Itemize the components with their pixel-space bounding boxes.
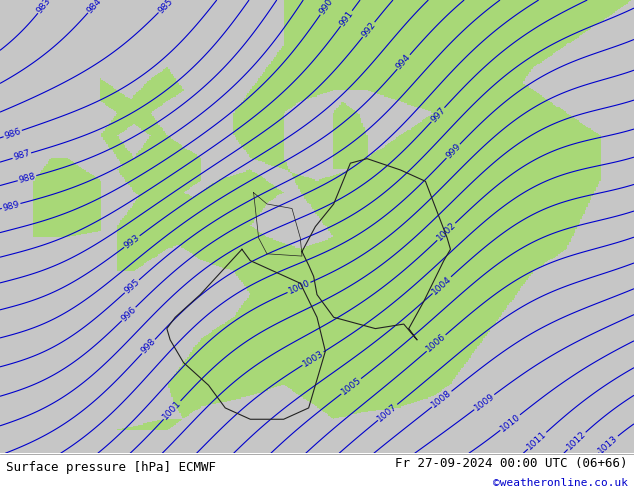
- Text: 1011: 1011: [526, 430, 548, 452]
- Text: 998: 998: [139, 337, 158, 356]
- Text: ©weatheronline.co.uk: ©weatheronline.co.uk: [493, 478, 628, 489]
- Text: 1009: 1009: [472, 392, 496, 413]
- Text: 995: 995: [122, 277, 141, 295]
- Text: 1005: 1005: [339, 376, 363, 397]
- Text: 983: 983: [35, 0, 53, 15]
- Text: 989: 989: [2, 199, 21, 213]
- Text: 1008: 1008: [430, 389, 453, 410]
- Text: 1006: 1006: [425, 332, 448, 354]
- Text: 1000: 1000: [287, 279, 311, 296]
- Text: 1010: 1010: [498, 412, 522, 433]
- Text: Surface pressure [hPa] ECMWF: Surface pressure [hPa] ECMWF: [6, 461, 216, 474]
- Text: 987: 987: [12, 149, 31, 162]
- Text: Fr 27-09-2024 00:00 UTC (06+66): Fr 27-09-2024 00:00 UTC (06+66): [395, 457, 628, 470]
- Text: 1013: 1013: [597, 433, 620, 455]
- Text: 986: 986: [3, 126, 22, 141]
- Text: 992: 992: [359, 20, 377, 39]
- Text: 1002: 1002: [435, 220, 458, 243]
- Text: 1001: 1001: [161, 398, 183, 421]
- Text: 991: 991: [338, 9, 355, 28]
- Text: 988: 988: [18, 172, 37, 185]
- Text: 1012: 1012: [565, 430, 588, 452]
- Text: 984: 984: [85, 0, 103, 15]
- Text: 990: 990: [317, 0, 334, 17]
- Text: 1003: 1003: [301, 349, 325, 368]
- Text: 1004: 1004: [430, 274, 453, 296]
- Text: 999: 999: [444, 142, 462, 160]
- Text: 985: 985: [156, 0, 174, 15]
- Text: 994: 994: [394, 52, 413, 72]
- Text: 1007: 1007: [376, 402, 399, 423]
- Text: 997: 997: [429, 105, 447, 124]
- Text: 993: 993: [122, 233, 141, 250]
- Text: 996: 996: [119, 305, 138, 323]
